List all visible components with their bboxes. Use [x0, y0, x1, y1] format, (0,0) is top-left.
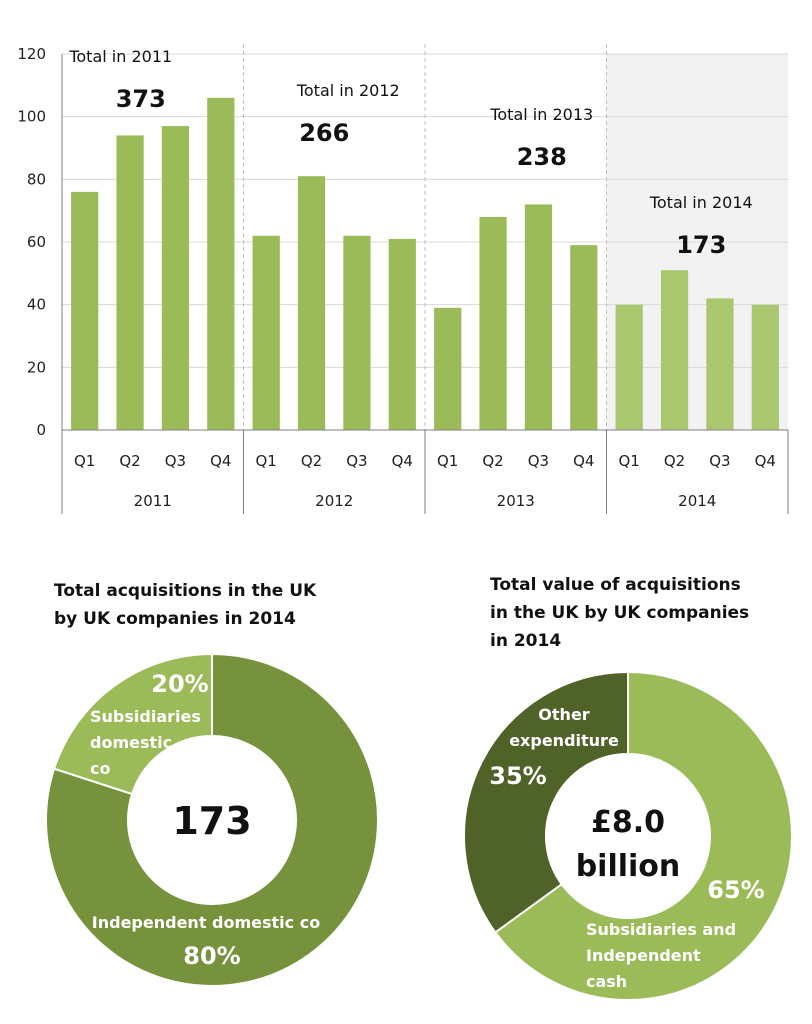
donut-slice: [52, 652, 213, 796]
donut-center-label: £8.0: [591, 805, 665, 840]
slice-label: Independent: [586, 946, 701, 965]
total-annotation-value: 238: [517, 143, 567, 171]
donut-center-label: billion: [576, 849, 681, 884]
x-tick-label: Q2: [664, 452, 685, 470]
x-tick-label: Q3: [709, 452, 730, 470]
slice-percent: 20%: [151, 670, 208, 698]
bar-2013-q1: [434, 307, 462, 430]
bar-2012-q2: [297, 176, 326, 430]
slice-label: domestic: [90, 733, 172, 752]
bar-2013-q2: [479, 216, 507, 430]
group-label: 2012: [315, 492, 353, 510]
bar-2012-q3: [343, 235, 371, 430]
donut-title: by UK companies in 2014: [54, 609, 296, 629]
group-label: 2013: [497, 492, 535, 510]
x-tick-label: Q3: [528, 452, 549, 470]
x-tick-label: Q1: [437, 452, 458, 470]
slice-label: cash: [586, 972, 627, 991]
slice-label: Subsidiaries and: [586, 920, 736, 939]
y-tick-label: 40: [27, 296, 46, 314]
group-label: 2011: [134, 492, 172, 510]
bar-2012-q4: [388, 238, 416, 430]
quarterly-bar-chart: 0 20 40 60 80 100 120 Q1 Q2 Q3 Q4 Q1 Q2 Q3 Q4 Q1 Q2 Q3 Q4 Q…: [17, 44, 789, 514]
x-tick-label: Q1: [256, 452, 277, 470]
x-tick-label: Q4: [573, 452, 594, 470]
acquisitions-count-donut: Total acquisitions in the UK by UK compan…: [45, 581, 379, 987]
y-tick-label: 120: [17, 45, 46, 63]
donut-title: Total value of acquisitions: [490, 575, 741, 595]
x-tick-label: Q4: [392, 452, 413, 470]
x-tick-label: Q1: [74, 452, 95, 470]
total-annotation-label: Total in 2013: [489, 105, 593, 124]
donut-title: Total acquisitions in the UK: [54, 581, 317, 601]
y-tick-label: 100: [17, 108, 46, 126]
y-tick-label: 80: [27, 170, 46, 188]
acquisitions-value-donut: Total value of acquisitions in the UK by …: [463, 575, 793, 1001]
slice-label: Subsidiaries: [90, 707, 201, 726]
bar-2014-q3: [706, 298, 734, 430]
x-tick-label: Q3: [165, 452, 186, 470]
total-annotation-value: 266: [299, 119, 349, 147]
x-tick-label: Q2: [119, 452, 140, 470]
donut-slice: [45, 652, 379, 987]
total-annotation-value: 173: [676, 231, 726, 259]
bar-2014-q1: [615, 304, 643, 430]
group-label: 2014: [678, 492, 716, 510]
donut-title: in the UK by UK companies: [490, 603, 749, 623]
bar-2014-q2: [660, 270, 689, 430]
x-tick-label: Q2: [482, 452, 503, 470]
bar-2011-q4: [207, 97, 235, 430]
y-tick-label: 60: [27, 233, 46, 251]
slice-percent: 80%: [183, 942, 240, 970]
x-tick-label: Q3: [346, 452, 367, 470]
x-tick-label: Q4: [755, 452, 776, 470]
slice-label: Other: [538, 705, 589, 724]
y-tick-label: 20: [27, 358, 46, 376]
slice-percent: 35%: [489, 762, 546, 790]
x-tick-label: Q2: [301, 452, 322, 470]
bar-2011-q2: [116, 135, 144, 430]
slice-label: expenditure: [509, 731, 619, 750]
bar-2011-q1: [71, 191, 99, 430]
bar-2011-q3: [161, 126, 190, 431]
slice-label: Independent domestic co: [92, 913, 320, 932]
donut-center-label: 173: [172, 799, 251, 843]
total-annotation-label: Total in 2011: [68, 47, 172, 66]
slice-percent: 65%: [707, 876, 764, 904]
total-annotation-value: 373: [116, 85, 166, 113]
total-annotation-label: Total in 2012: [296, 81, 400, 100]
slice-label: co: [90, 759, 110, 778]
donut-slice: [493, 670, 793, 1001]
total-annotation-label: Total in 2014: [649, 193, 753, 212]
donut-title: in 2014: [490, 631, 561, 651]
bar-2013-q4: [570, 245, 598, 430]
donut-slice: [463, 670, 629, 934]
x-tick-label: Q4: [210, 452, 231, 470]
x-tick-label: Q1: [619, 452, 640, 470]
bar-2014-q4: [751, 304, 779, 430]
bar-2012-q1: [252, 235, 280, 430]
bar-2013-q3: [524, 204, 553, 430]
y-tick-label: 0: [36, 421, 46, 439]
